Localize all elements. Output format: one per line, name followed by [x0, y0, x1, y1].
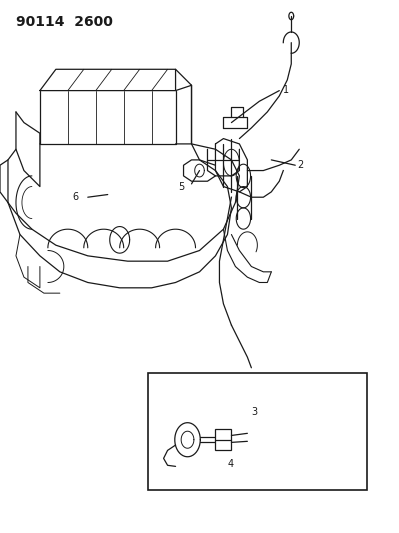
- Text: 1: 1: [283, 85, 289, 94]
- Text: 6: 6: [73, 192, 79, 202]
- Text: 90114  2600: 90114 2600: [16, 15, 113, 29]
- Bar: [148, 373, 367, 490]
- Bar: [215, 429, 231, 450]
- Text: 4: 4: [227, 459, 233, 469]
- Text: 2: 2: [297, 160, 304, 170]
- Text: 5: 5: [178, 182, 185, 191]
- Text: 3: 3: [251, 407, 257, 417]
